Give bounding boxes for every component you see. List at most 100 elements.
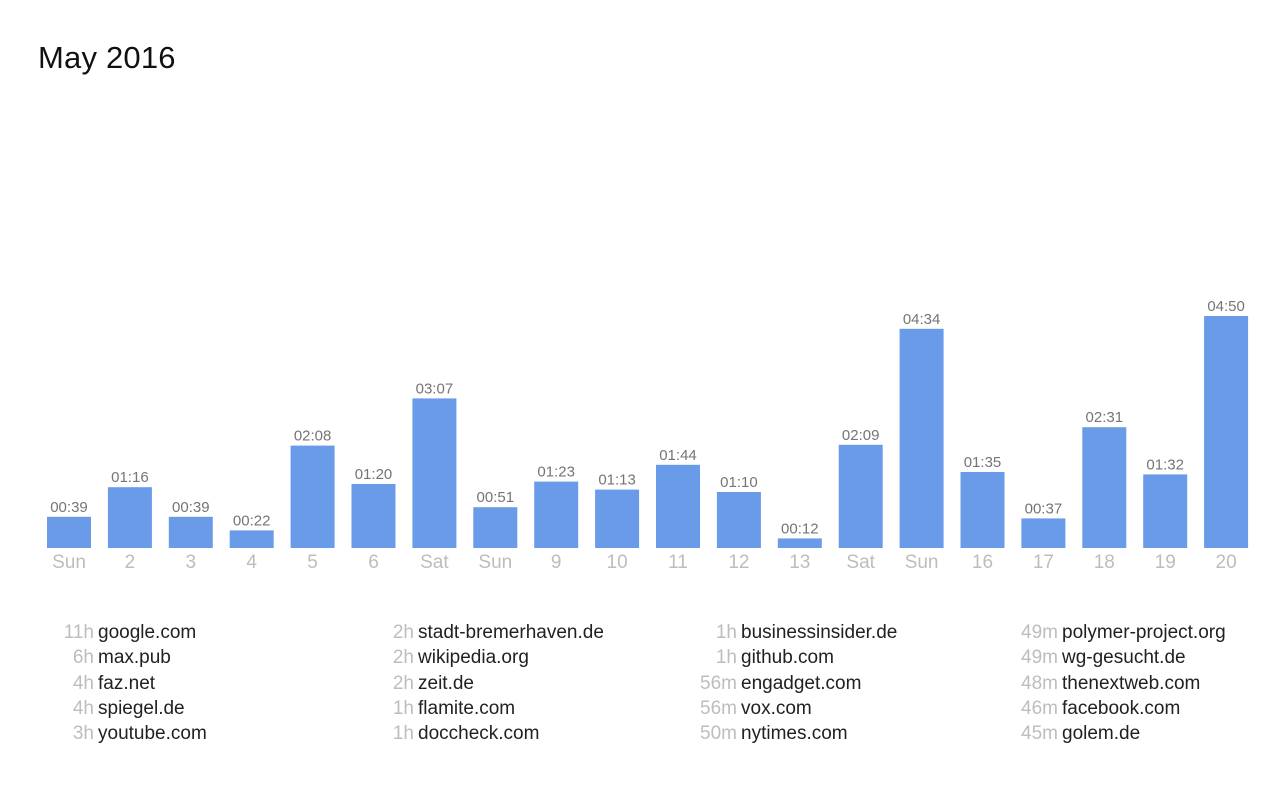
site-time: 48m bbox=[1021, 672, 1058, 694]
site-time: 4h bbox=[72, 697, 94, 719]
site-domain[interactable]: polymer-project.org bbox=[1062, 622, 1226, 643]
x-tick-label: 5 bbox=[307, 552, 318, 573]
bar-20[interactable] bbox=[1204, 316, 1249, 548]
bar-5[interactable] bbox=[290, 445, 335, 548]
site-row[interactable]: 48m thenextweb.com bbox=[1002, 671, 1226, 696]
site-domain[interactable]: doccheck.com bbox=[418, 723, 540, 745]
site-domain[interactable]: stadt-bremerhaven.de bbox=[418, 622, 604, 643]
site-time: 46m bbox=[1021, 697, 1058, 719]
site-domain[interactable]: spiegel.de bbox=[98, 697, 185, 719]
x-tick-label: 6 bbox=[368, 552, 379, 573]
bar-10[interactable] bbox=[595, 489, 640, 548]
bar-value-label: 02:09 bbox=[842, 427, 880, 444]
site-domain[interactable]: vox.com bbox=[741, 697, 812, 719]
site-row[interactable]: 50m nytimes.com bbox=[681, 721, 897, 746]
x-tick-label: Sun bbox=[478, 552, 512, 573]
site-domain[interactable]: facebook.com bbox=[1062, 697, 1181, 719]
bar-value-label: 00:22 bbox=[233, 512, 271, 529]
site-row[interactable]: 1h flamite.com bbox=[358, 696, 604, 721]
bar-14[interactable] bbox=[838, 444, 883, 548]
bar-7[interactable] bbox=[412, 398, 457, 548]
bar-value-label: 01:23 bbox=[537, 464, 575, 481]
x-tick-label: 16 bbox=[972, 552, 993, 573]
site-row[interactable]: 4h faz.net bbox=[38, 671, 207, 696]
bar-value-label: 01:20 bbox=[355, 466, 393, 483]
site-row[interactable]: 1h businessinsider.de bbox=[681, 620, 897, 645]
x-tick-label: Sun bbox=[52, 552, 86, 573]
site-domain[interactable]: flamite.com bbox=[418, 697, 516, 719]
site-row[interactable]: 2h stadt-bremerhaven.de bbox=[358, 620, 604, 645]
site-row[interactable]: 1h github.com bbox=[681, 645, 897, 670]
site-domain[interactable]: max.pub bbox=[98, 647, 171, 669]
bar-12[interactable] bbox=[716, 492, 761, 548]
site-row[interactable]: 45m golem.de bbox=[1002, 721, 1226, 746]
bar-value-label: 01:32 bbox=[1146, 456, 1184, 473]
site-row[interactable]: 49m wg-gesucht.de bbox=[1002, 645, 1226, 670]
site-time: 11h bbox=[63, 622, 94, 643]
bar-4[interactable] bbox=[229, 530, 274, 548]
site-row[interactable]: 56m engadget.com bbox=[681, 671, 897, 696]
site-domain[interactable]: google.com bbox=[98, 622, 197, 643]
bar-1[interactable] bbox=[47, 516, 91, 548]
bar-9[interactable] bbox=[534, 481, 579, 548]
bar-8[interactable] bbox=[473, 507, 518, 548]
bar-17[interactable] bbox=[1021, 518, 1066, 548]
x-tick-label: Sun bbox=[905, 552, 939, 573]
bar-11[interactable] bbox=[656, 464, 700, 548]
site-domain[interactable]: github.com bbox=[741, 647, 834, 669]
site-domain[interactable]: youtube.com bbox=[98, 723, 207, 745]
site-domain[interactable]: wikipedia.org bbox=[418, 647, 529, 669]
bar-19[interactable] bbox=[1143, 474, 1188, 548]
site-domain[interactable]: businessinsider.de bbox=[741, 622, 898, 643]
site-domain[interactable]: faz.net bbox=[98, 672, 156, 694]
site-time: 3h bbox=[72, 723, 94, 745]
site-domain[interactable]: engadget.com bbox=[741, 672, 862, 694]
bar-value-label: 01:16 bbox=[111, 469, 149, 486]
site-time: 50m bbox=[700, 723, 737, 745]
site-domain[interactable]: zeit.de bbox=[418, 672, 474, 694]
bar-value-label: 00:39 bbox=[172, 499, 210, 516]
top-sites-column-3: 1h businessinsider.de 1h github.com 56m engad… bbox=[681, 620, 897, 746]
site-row[interactable]: 3h youtube.com bbox=[38, 721, 207, 746]
site-domain[interactable]: golem.de bbox=[1062, 723, 1141, 745]
bar-16[interactable] bbox=[960, 472, 1005, 548]
x-tick-label: 10 bbox=[607, 552, 628, 573]
x-tick-label: 2 bbox=[125, 552, 136, 573]
bar-value-label: 03:07 bbox=[416, 380, 454, 397]
bar-3[interactable] bbox=[168, 516, 213, 548]
site-domain[interactable]: nytimes.com bbox=[741, 723, 848, 745]
site-row[interactable]: 1h doccheck.com bbox=[358, 721, 604, 746]
site-time: 56m bbox=[700, 697, 737, 719]
bar-value-label: 02:31 bbox=[1086, 409, 1124, 426]
site-time: 2h bbox=[392, 622, 414, 643]
bar-6[interactable] bbox=[351, 484, 396, 548]
bar-value-label: 01:44 bbox=[659, 447, 697, 464]
bar-value-label: 04:34 bbox=[903, 311, 941, 328]
site-time: 2h bbox=[392, 647, 414, 669]
x-tick-label: 17 bbox=[1033, 552, 1054, 573]
site-time: 1h bbox=[392, 723, 414, 745]
site-domain[interactable]: wg-gesucht.de bbox=[1062, 647, 1186, 669]
bar-value-label: 04:50 bbox=[1207, 298, 1245, 315]
site-row[interactable]: 46m facebook.com bbox=[1002, 696, 1226, 721]
site-row[interactable]: 2h zeit.de bbox=[358, 671, 604, 696]
x-tick-label: 11 bbox=[668, 552, 688, 573]
top-sites-column-1: 11h google.com 6h max.pub 4h faz.net 4h spiegel… bbox=[38, 620, 207, 746]
site-row[interactable]: 11h google.com bbox=[38, 620, 207, 645]
bar-value-label: 00:51 bbox=[477, 489, 515, 506]
site-row[interactable]: 2h wikipedia.org bbox=[358, 645, 604, 670]
site-domain[interactable]: thenextweb.com bbox=[1062, 672, 1201, 694]
top-sites-column-2: 2h stadt-bremerhaven.de 2h wikipedia.org 2h z… bbox=[358, 620, 604, 746]
bar-value-label: 02:08 bbox=[294, 428, 332, 445]
bar-2[interactable] bbox=[107, 487, 152, 548]
bar-13[interactable] bbox=[777, 538, 822, 548]
site-row[interactable]: 56m vox.com bbox=[681, 696, 897, 721]
bar-18[interactable] bbox=[1082, 427, 1127, 548]
site-time: 1h bbox=[392, 697, 414, 719]
site-row[interactable]: 4h spiegel.de bbox=[38, 696, 207, 721]
x-tick-label: Sat bbox=[420, 552, 449, 573]
bar-15[interactable] bbox=[899, 328, 944, 548]
site-row[interactable]: 6h max.pub bbox=[38, 645, 207, 670]
site-row[interactable]: 49m polymer-project.org bbox=[1002, 620, 1226, 645]
site-time: 6h bbox=[72, 647, 94, 669]
